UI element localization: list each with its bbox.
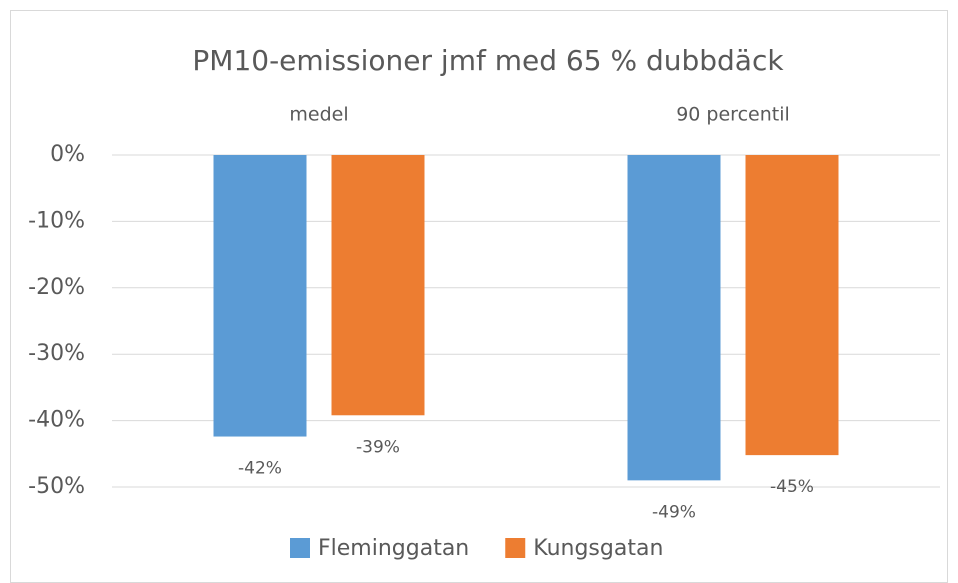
value-label: -49% (652, 502, 696, 522)
value-label: -42% (238, 459, 282, 479)
legend-swatch (290, 538, 310, 558)
value-label: -45% (770, 477, 814, 497)
y-tick-label: -30% (28, 341, 85, 366)
category-label: medel (289, 104, 348, 126)
category-label: 90 percentil (676, 104, 790, 126)
bar (627, 155, 721, 481)
value-label: -39% (356, 437, 400, 457)
chart-title: PM10-emissioner jmf med 65 % dubbdäck (192, 44, 784, 77)
y-tick-label: -20% (28, 275, 85, 300)
y-tick-label: -40% (28, 408, 85, 433)
legend-label: Kungsgatan (533, 536, 663, 561)
bar (745, 155, 839, 456)
y-tick-label: 0% (50, 142, 85, 167)
y-tick-label: -50% (28, 474, 85, 499)
bar (213, 155, 307, 437)
y-tick-label: -10% (28, 208, 85, 233)
legend-swatch (505, 538, 526, 558)
legend-label: Fleminggatan (318, 536, 469, 561)
bar (331, 155, 425, 416)
